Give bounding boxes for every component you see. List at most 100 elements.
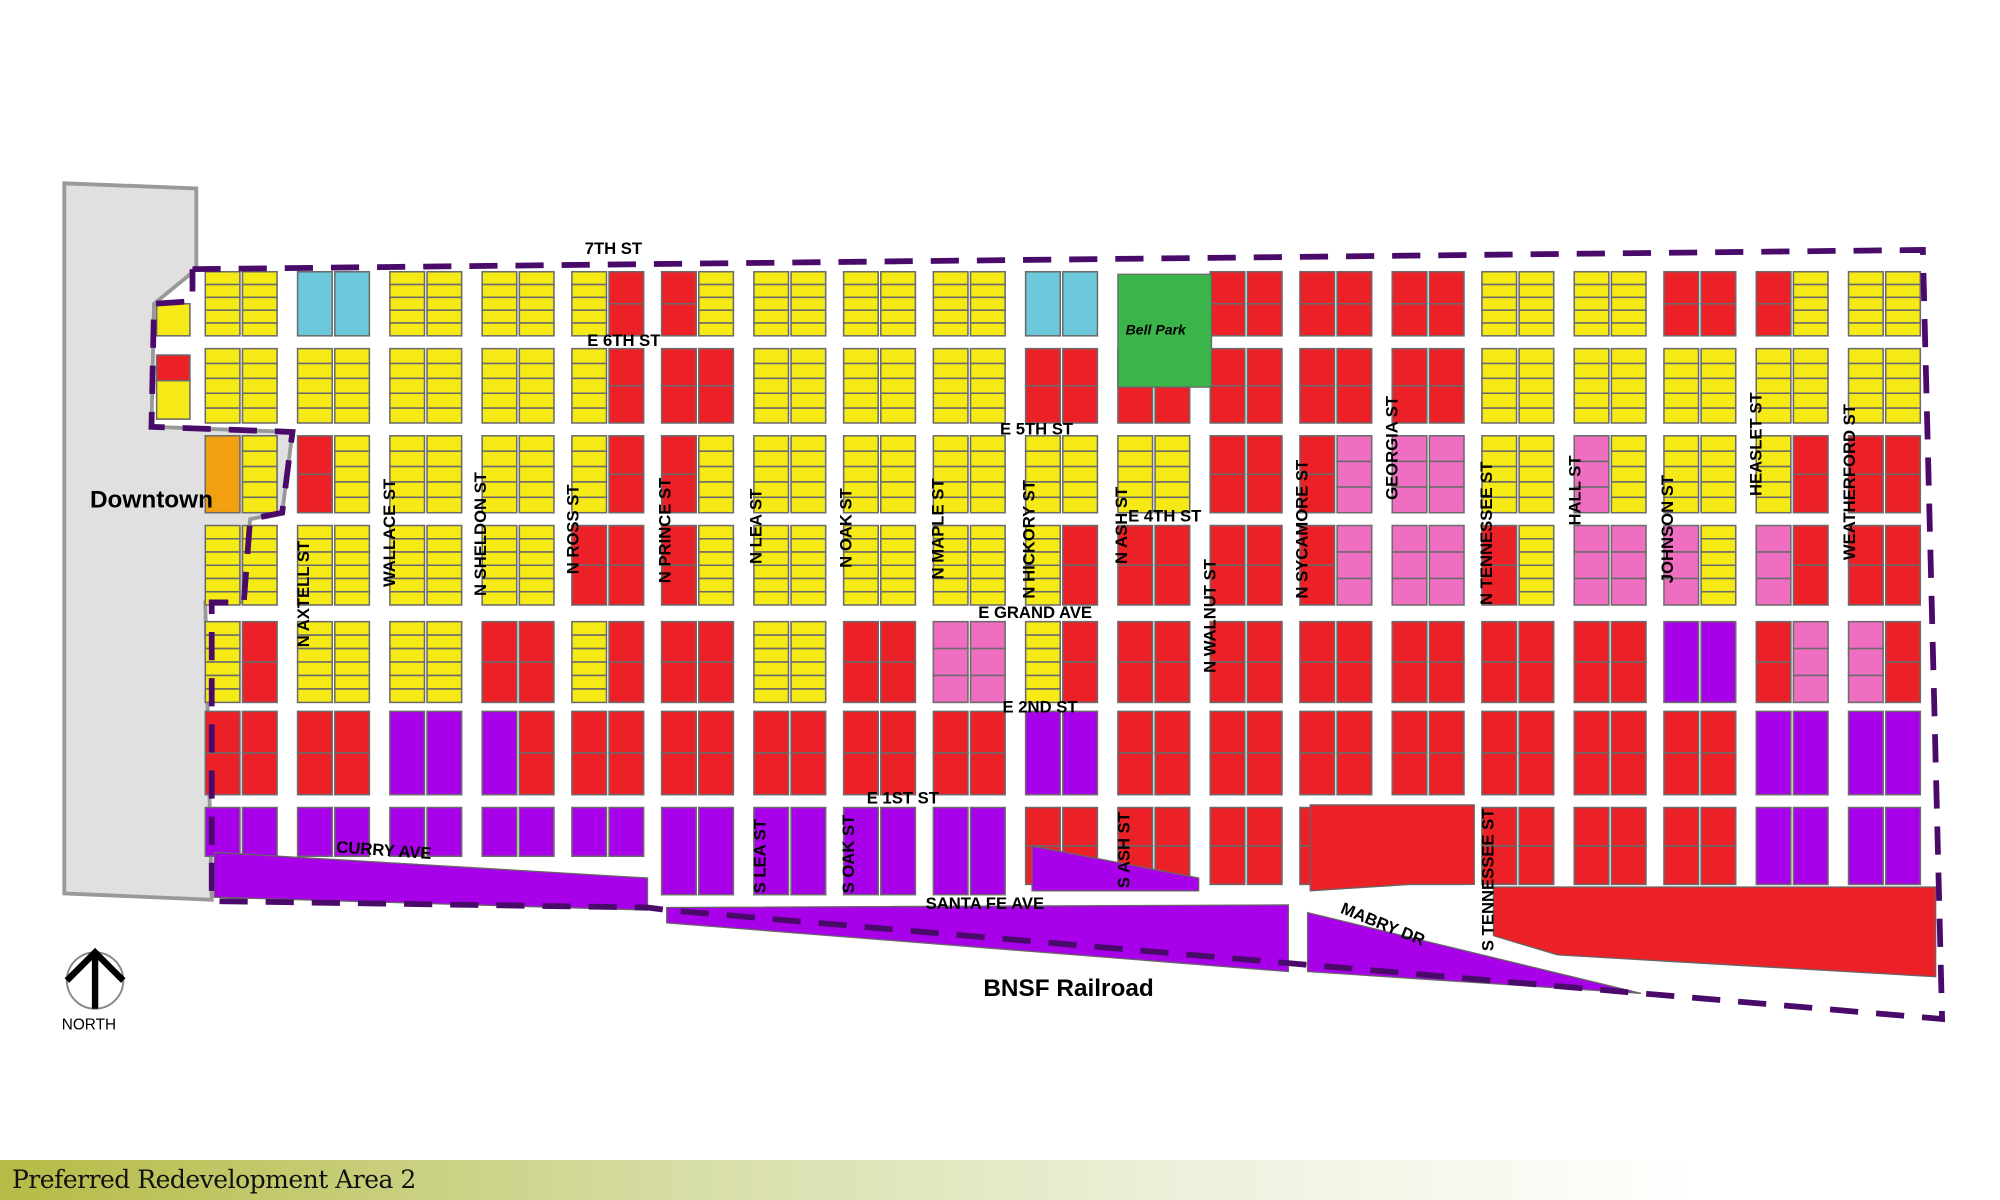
parcel: [1518, 806, 1555, 847]
parcel: [753, 674, 790, 690]
parcel: [1792, 283, 1829, 299]
parcel: [426, 465, 463, 483]
parcel: [790, 407, 827, 424]
parcel: [571, 661, 608, 677]
parcel: [753, 270, 790, 286]
parcel: [753, 688, 790, 704]
parcel: [1518, 347, 1555, 365]
parcel: [1573, 524, 1610, 553]
parcel: [1209, 845, 1246, 886]
parcel: [296, 473, 333, 514]
parcel: [1755, 407, 1792, 424]
parcel: [842, 407, 880, 424]
street-n-sycamore-st: N SYCAMORE ST: [1293, 460, 1312, 599]
parcel: [660, 710, 697, 754]
parcel: [1792, 435, 1829, 476]
parcel: [1755, 270, 1792, 305]
parcel: [389, 634, 426, 650]
parcel: [932, 496, 969, 514]
parcel: [1610, 322, 1647, 337]
parcel: [1663, 270, 1700, 305]
street-n-sheldon-st: N SHELDON ST: [471, 472, 490, 596]
parcel: [1755, 347, 1792, 365]
redevelopment-boundary: [148, 247, 1946, 1023]
parcel: [1573, 309, 1610, 324]
parcel: [790, 647, 827, 663]
parcel: [1663, 392, 1700, 409]
parcel: [571, 377, 608, 395]
parcel: [698, 577, 735, 593]
parcel: [1024, 590, 1062, 606]
parcel: [296, 347, 333, 365]
parcel: [608, 620, 645, 663]
parcel: [880, 551, 917, 567]
parcel: [1481, 392, 1518, 409]
parcel: [1610, 270, 1647, 286]
parcel: [1610, 496, 1647, 514]
parcel: [1299, 473, 1336, 514]
parcel: [969, 710, 1006, 754]
parcel: [1391, 270, 1428, 305]
parcel: [969, 322, 1006, 337]
parcel: [481, 296, 518, 311]
parcel: [969, 270, 1006, 286]
parcel: [1847, 674, 1884, 704]
parcel: [1792, 309, 1829, 324]
parcel: [1663, 407, 1700, 424]
parcel: [241, 435, 278, 452]
parcel: [1884, 435, 1922, 476]
parcel: [389, 435, 426, 452]
parcel: [241, 481, 278, 499]
parcel: [880, 577, 917, 593]
parcel: [204, 524, 241, 540]
parcel: [1700, 564, 1737, 580]
parcel: [1884, 322, 1922, 337]
parcel: [753, 362, 790, 380]
parcel: [333, 752, 371, 796]
parcel: [932, 590, 969, 606]
parcel: [1700, 377, 1737, 395]
parcel: [1700, 407, 1737, 424]
parcel: [571, 688, 608, 704]
parcel: [1154, 450, 1191, 468]
parcel: [932, 322, 969, 337]
parcel: [880, 496, 917, 514]
parcel: [842, 347, 880, 365]
parcel: [204, 407, 241, 424]
parcel: [880, 450, 917, 468]
parcel: [969, 496, 1006, 514]
parcel: [969, 283, 1006, 299]
parcel: [880, 296, 917, 311]
parcel: [880, 407, 917, 424]
parcel: [1518, 322, 1555, 337]
parcel: [1391, 524, 1428, 553]
parcel: [932, 270, 969, 286]
parcel: [426, 551, 463, 567]
parcel: [932, 362, 969, 380]
parcel: [389, 590, 426, 606]
parcel: [932, 309, 969, 324]
parcel: [1391, 551, 1428, 580]
parcel: [1518, 283, 1555, 299]
parcel: [1117, 496, 1154, 514]
parcel: [1428, 303, 1465, 337]
parcel: [518, 270, 555, 286]
street-weatherford-st: WEATHERFORD ST: [1840, 404, 1859, 560]
parcel: [698, 661, 735, 704]
parcel: [1117, 564, 1154, 606]
parcel: [1481, 710, 1518, 754]
parcel: [1246, 752, 1283, 796]
parcel: [1246, 845, 1283, 886]
parcel: [1884, 362, 1922, 380]
parcel: [1663, 806, 1700, 847]
parcel: [1428, 385, 1465, 424]
parcel: [571, 465, 608, 483]
parcel: [1610, 524, 1647, 553]
parcel: [333, 407, 371, 424]
page-title: Preferred Redevelopment Area 2: [12, 1165, 416, 1194]
parcel: [241, 270, 278, 286]
parcel: [932, 647, 969, 677]
parcel: [296, 661, 333, 677]
parcel: [426, 481, 463, 499]
parcel: [698, 322, 735, 337]
